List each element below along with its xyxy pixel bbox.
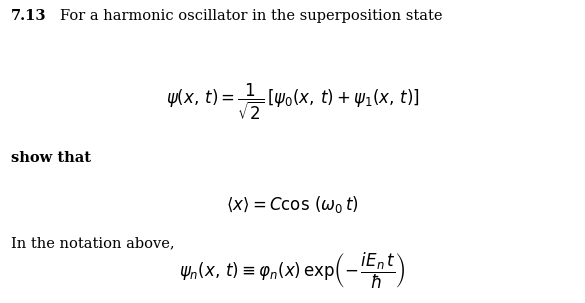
- Text: 7.13: 7.13: [11, 9, 46, 23]
- Text: $\langle x \rangle = C\cos\,(\omega_0\, t)$: $\langle x \rangle = C\cos\,(\omega_0\, …: [226, 194, 359, 215]
- Text: For a harmonic oscillator in the superposition state: For a harmonic oscillator in the superpo…: [60, 9, 443, 23]
- Text: In the notation above,: In the notation above,: [11, 236, 174, 250]
- Text: $\psi_n(x,\, t) \equiv \varphi_n(x)\,\exp\!\left(-\,\dfrac{iE_n\, t}{\hbar}\righ: $\psi_n(x,\, t) \equiv \varphi_n(x)\,\ex…: [180, 251, 405, 291]
- Text: show that: show that: [11, 152, 91, 165]
- Text: $\psi(x,\, t) = \dfrac{1}{\sqrt{2}}\,[\psi_0(x,\, t) + \psi_1(x,\, t)]$: $\psi(x,\, t) = \dfrac{1}{\sqrt{2}}\,[\p…: [166, 82, 419, 122]
